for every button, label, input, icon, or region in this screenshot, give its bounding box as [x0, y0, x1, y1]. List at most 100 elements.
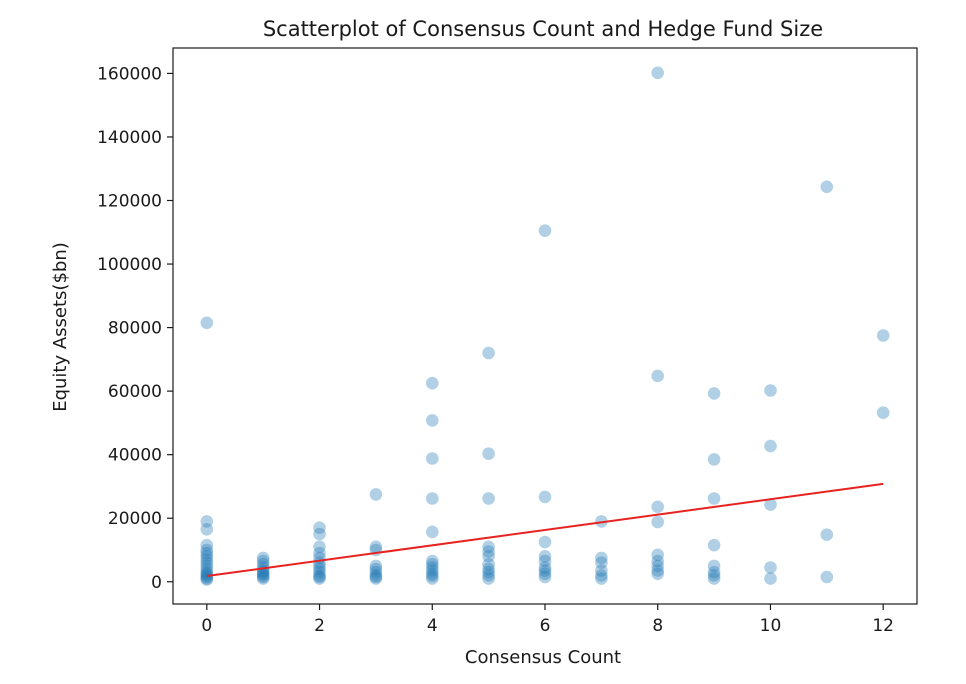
x-tick-label: 4 [427, 616, 438, 636]
data-point [426, 569, 439, 583]
data-point [538, 535, 552, 549]
data-point [764, 384, 777, 397]
data-point [200, 553, 214, 566]
data-point [313, 569, 326, 582]
data-point [482, 572, 495, 585]
data-point [707, 572, 721, 585]
data-point [369, 559, 383, 573]
data-point [313, 570, 326, 584]
x-tick-label: 2 [314, 616, 325, 636]
y-axis: 0 20000 40000 60000 80000 100000 120000 140000 1… [97, 64, 173, 593]
y-tick-label: 100000 [97, 255, 162, 275]
data-point [651, 567, 664, 581]
data-point [313, 572, 326, 585]
data-point [256, 554, 270, 568]
data-point [876, 406, 890, 420]
data-point [651, 369, 664, 383]
data-point [313, 565, 326, 579]
data-point [707, 387, 721, 400]
data-point [482, 550, 495, 563]
data-point [482, 492, 495, 505]
data-point [707, 453, 721, 466]
data-point [764, 439, 777, 453]
data-point [200, 523, 214, 536]
y-tick-label: 120000 [97, 192, 162, 212]
data-point [200, 570, 214, 584]
data-point [369, 570, 383, 584]
data-point [651, 500, 664, 514]
y-tick-label: 140000 [97, 128, 162, 148]
data-point [820, 528, 834, 541]
data-point [256, 567, 270, 581]
data-point [538, 570, 552, 584]
plot-area-frame [172, 47, 918, 605]
x-axis: 0 2 4 6 8 10 12 [201, 604, 894, 636]
data-point [369, 569, 383, 582]
data-point [426, 558, 439, 571]
data-point [482, 540, 495, 554]
data-point [538, 550, 552, 563]
data-point [538, 554, 552, 568]
data-point [200, 515, 214, 528]
data-point [595, 551, 608, 565]
points-layer [200, 66, 890, 586]
data-point [426, 572, 439, 585]
data-point [426, 567, 439, 581]
data-point [369, 488, 383, 501]
data-point [820, 570, 834, 584]
data-point [200, 543, 214, 557]
data-point [651, 564, 664, 577]
x-tick-label: 12 [872, 616, 894, 636]
y-tick-label: 80000 [108, 319, 162, 339]
data-point [707, 559, 721, 573]
data-point [482, 558, 495, 571]
data-point [256, 569, 270, 582]
data-point [651, 554, 664, 568]
data-point [538, 490, 552, 504]
regression-line-layer [206, 482, 884, 578]
data-point [313, 521, 326, 534]
x-tick-label: 0 [201, 616, 212, 636]
data-point [538, 564, 552, 577]
data-point [820, 180, 834, 194]
data-point [369, 565, 383, 579]
data-point [426, 564, 439, 577]
data-point [651, 515, 664, 529]
data-point [200, 538, 214, 552]
data-point [313, 546, 326, 560]
y-tick-label: 40000 [108, 446, 162, 466]
data-point [200, 559, 214, 573]
data-point [707, 565, 721, 579]
data-point [426, 376, 439, 390]
data-point [651, 548, 664, 562]
data-point [707, 538, 721, 552]
data-point [369, 572, 383, 585]
data-point [482, 346, 495, 360]
y-tick-label: 60000 [108, 382, 162, 402]
data-point [538, 561, 552, 574]
data-point [426, 414, 439, 427]
chart-title: Scatterplot of Consensus Count and Hedge… [263, 17, 823, 41]
data-point [764, 572, 777, 585]
data-point [200, 567, 214, 581]
x-tick-label: 6 [540, 616, 551, 636]
regression-line [206, 482, 884, 578]
data-point [538, 224, 552, 237]
data-point [482, 565, 495, 579]
data-point [426, 525, 439, 539]
data-point [876, 329, 890, 342]
data-point [764, 561, 777, 574]
data-point [538, 567, 552, 581]
data-point [764, 498, 777, 511]
data-point [313, 562, 326, 576]
data-point [426, 452, 439, 465]
y-axis-label: Equity Assets($bn) [50, 242, 71, 412]
data-point [313, 559, 326, 573]
data-point [369, 540, 383, 554]
data-point [707, 492, 721, 505]
data-point [482, 569, 495, 582]
x-tick-label: 10 [760, 616, 782, 636]
y-tick-label: 20000 [108, 509, 162, 529]
data-point [595, 572, 608, 585]
